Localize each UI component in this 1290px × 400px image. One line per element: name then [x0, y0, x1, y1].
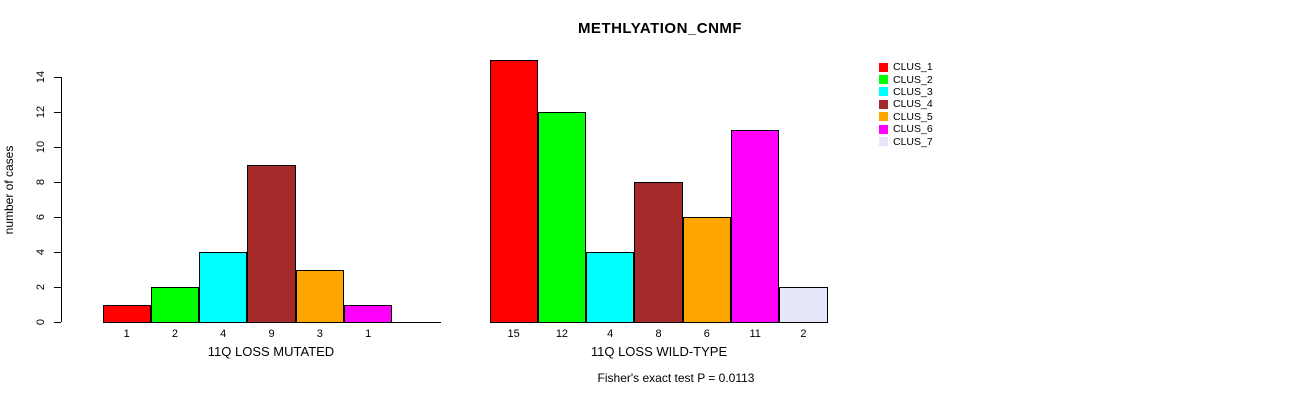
bar-clus_1-wildtype	[489, 59, 538, 323]
y-axis-line	[61, 77, 62, 322]
bar-clus_4-wildtype	[634, 182, 683, 323]
bar-clus_4-mutated	[247, 164, 296, 323]
y-tick-label: 4	[35, 248, 47, 256]
y-tick	[54, 287, 61, 288]
bar-clus_5-mutated	[295, 269, 344, 323]
legend-label: CLUS_3	[893, 85, 933, 98]
stats-annotation: Fisher's exact test P = 0.0113	[597, 371, 755, 385]
bar-value-label-mutated: 1	[123, 328, 130, 340]
bar-clus_2-wildtype	[537, 112, 587, 323]
x-axis-label-mutated: 11Q LOSS MUTATED	[207, 344, 335, 359]
bar-value-label-wildtype: 6	[703, 328, 710, 340]
legend-label: CLUS_4	[893, 98, 933, 111]
bar-clus_5-wildtype	[682, 217, 731, 323]
y-tick-label: 10	[35, 140, 47, 154]
legend-label: CLUS_5	[893, 110, 933, 123]
legend-swatch-icon	[879, 137, 888, 147]
legend-swatch-icon	[879, 87, 888, 97]
legend-row-clus_4: CLUS_4	[879, 98, 933, 110]
legend-row-clus_2: CLUS_2	[879, 73, 933, 86]
bar-value-label-mutated: 9	[268, 328, 275, 340]
bar-value-label-wildtype: 11	[749, 328, 761, 340]
y-tick	[54, 182, 61, 183]
legend-row-clus_6: CLUS_6	[879, 123, 933, 135]
y-tick	[54, 147, 61, 148]
legend-label: CLUS_7	[893, 135, 933, 148]
bar-value-label-mutated: 3	[316, 328, 323, 340]
legend-label: CLUS_2	[893, 73, 933, 86]
y-tick-label: 8	[35, 178, 47, 186]
bar-value-label-wildtype: 15	[507, 328, 520, 340]
legend: CLUS_1 CLUS_2 CLUS_3 CLUS_4 CLUS_5 CLUS_6 CLUS…	[879, 61, 933, 148]
bar-clus_3-mutated	[199, 252, 248, 323]
x-axis-label-wildtype: 11Q LOSS WILD-TYPE	[590, 344, 728, 359]
bar-clus_3-wildtype	[586, 252, 635, 323]
y-tick-label: 0	[35, 318, 47, 326]
bar-clus_7-mutated	[392, 322, 441, 323]
legend-row-clus_7: CLUS_7	[879, 135, 933, 148]
bar-clus_6-mutated	[344, 304, 393, 323]
y-tick	[54, 217, 61, 218]
y-tick-label: 14	[35, 70, 47, 84]
bar-value-label-wildtype: 8	[655, 328, 662, 340]
legend-row-clus_1: CLUS_1	[879, 61, 933, 73]
y-tick-label: 2	[35, 283, 47, 291]
legend-label: CLUS_1	[893, 61, 933, 74]
bar-value-label-mutated: 1	[365, 328, 372, 340]
y-tick	[54, 112, 61, 113]
y-tick-label: 6	[35, 213, 47, 221]
legend-label: CLUS_6	[893, 123, 933, 136]
bar-clus_1-mutated	[102, 304, 151, 323]
legend-swatch-icon	[879, 75, 888, 85]
bar-clus_7-wildtype	[779, 287, 828, 323]
chart-title: METHLYATION_CNMF	[577, 20, 743, 37]
y-axis-label: number of cases	[2, 145, 16, 235]
bar-value-label-mutated: 2	[171, 328, 178, 340]
bar-value-label-wildtype: 12	[555, 328, 569, 340]
y-tick-label: 12	[35, 105, 47, 119]
y-tick	[54, 77, 61, 78]
legend-swatch-icon	[879, 124, 888, 134]
bar-value-label-wildtype: 2	[800, 328, 807, 340]
legend-swatch-icon	[879, 112, 888, 122]
y-tick	[54, 252, 61, 253]
legend-swatch-icon	[879, 62, 888, 72]
bar-value-label-wildtype: 4	[607, 328, 614, 340]
legend-row-clus_3: CLUS_3	[879, 86, 933, 98]
legend-swatch-icon	[879, 99, 888, 109]
legend-row-clus_5: CLUS_5	[879, 111, 933, 123]
bar-clus_6-wildtype	[731, 129, 780, 323]
y-tick	[54, 322, 61, 323]
bar-clus_2-mutated	[150, 287, 200, 323]
bar-value-label-mutated: 4	[220, 328, 227, 340]
